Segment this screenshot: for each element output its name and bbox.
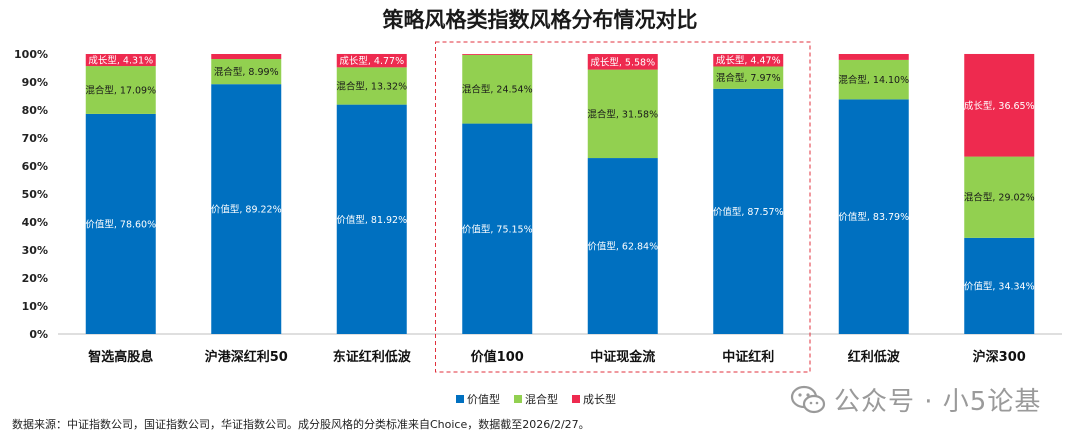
- x-tick-label: 红利低波: [848, 349, 901, 365]
- data-label: 成长型, 4.77%: [339, 55, 404, 67]
- data-label: 价值型, 87.57%: [713, 206, 784, 218]
- y-tick-label: 80%: [22, 104, 48, 117]
- x-tick-label: 智选高股息: [88, 349, 153, 365]
- legend: 价值型 混合型 成长型: [456, 391, 616, 407]
- data-label: 混合型, 31.58%: [587, 108, 658, 120]
- data-label: 成长型, 36.65%: [964, 100, 1035, 112]
- bar-segment-value: [85, 113, 156, 334]
- watermark: 公众号 · 小5论基: [790, 381, 1041, 418]
- x-tick-label: 价值100: [471, 349, 524, 365]
- legend-swatch-blend: [514, 395, 522, 403]
- y-tick-label: 50%: [22, 188, 48, 201]
- bar-segment-value: [336, 104, 407, 335]
- bar-segment-value: [713, 88, 784, 334]
- y-tick-label: 60%: [22, 160, 48, 173]
- y-tick-label: 40%: [22, 216, 48, 229]
- y-tick-label: 20%: [22, 272, 48, 285]
- bar-segment-value: [587, 158, 658, 334]
- data-label: 价值型, 81.92%: [336, 214, 407, 226]
- data-label: 成长型, 4.31%: [88, 55, 153, 67]
- legend-label-growth: 成长型: [583, 393, 616, 406]
- bar-segment-value: [211, 84, 282, 335]
- data-label: 混合型, 17.09%: [85, 84, 156, 96]
- wechat-icon: [790, 385, 826, 413]
- x-tick-label: 沪深300: [973, 349, 1026, 365]
- legend-label-blend: 混合型: [525, 393, 558, 406]
- data-label: 混合型, 13.32%: [336, 80, 407, 92]
- y-tick-label: 30%: [22, 244, 48, 257]
- y-tick-label: 0%: [29, 328, 48, 341]
- x-tick-label: 中证红利: [722, 349, 774, 365]
- bar-segment-blend: [462, 54, 533, 124]
- chart-title: 策略风格类指数风格分布情况对比: [382, 8, 698, 32]
- bar-segment-value: [838, 99, 909, 334]
- legend-item-growth: 成长型: [572, 391, 616, 407]
- data-label: 价值型, 34.34%: [964, 280, 1035, 292]
- bar-segment-value: [964, 237, 1035, 334]
- bar-segment-blend: [587, 69, 658, 159]
- highlight-box: [435, 41, 811, 373]
- data-label: 混合型, 14.10%: [838, 74, 909, 86]
- data-label: 价值型, 78.60%: [85, 218, 156, 230]
- legend-item-value: 价值型: [456, 391, 500, 407]
- x-tick-label: 东证红利低波: [333, 349, 412, 365]
- data-label: 价值型, 83.79%: [838, 211, 909, 223]
- y-tick-label: 100%: [14, 48, 48, 61]
- bar-segment-blend: [838, 59, 909, 100]
- data-label: 成长型, 4.47%: [716, 55, 781, 67]
- bar-segment-growth: [838, 54, 909, 60]
- y-tick-label: 90%: [22, 76, 48, 89]
- bar-segment-blend: [964, 156, 1035, 238]
- legend-swatch-growth: [572, 395, 580, 403]
- bar-segment-blend: [336, 67, 407, 105]
- bar-segment-growth: [587, 54, 658, 70]
- data-label: 混合型, 29.02%: [964, 192, 1035, 204]
- legend-swatch-value: [456, 395, 464, 403]
- bar-segment-growth: [713, 53, 784, 67]
- legend-label-value: 价值型: [467, 393, 500, 406]
- data-label: 价值型, 89.22%: [211, 204, 282, 216]
- bar-segment-blend: [713, 66, 784, 89]
- data-label: 混合型, 7.97%: [716, 72, 781, 84]
- bar-segment-growth: [462, 54, 533, 55]
- x-tick-label: 沪港深红利50: [205, 349, 288, 365]
- bar-segment-growth: [964, 53, 1035, 157]
- legend-item-blend: 混合型: [514, 391, 558, 407]
- y-tick-label: 70%: [22, 132, 48, 145]
- bar-segment-growth: [336, 53, 407, 68]
- data-label: 成长型, 5.58%: [590, 56, 655, 68]
- bar-segment-blend: [211, 59, 282, 85]
- x-tick-label: 中证现金流: [590, 349, 655, 365]
- source-note: 数据来源：中证指数公司，国证指数公司，华证指数公司。成分股风格的分类标准来自Ch…: [12, 418, 590, 431]
- bar-segment-growth: [211, 54, 282, 60]
- bar-segment-value: [462, 123, 533, 334]
- y-tick-label: 10%: [22, 300, 48, 313]
- data-label: 价值型, 75.15%: [462, 223, 533, 235]
- data-label: 混合型, 8.99%: [214, 66, 279, 78]
- watermark-text: 公众号 · 小5论基: [834, 387, 1042, 417]
- data-label: 价值型, 62.84%: [587, 241, 658, 253]
- bar-segment-blend: [85, 66, 156, 114]
- data-label: 混合型, 24.54%: [462, 84, 533, 96]
- bar-segment-growth: [85, 54, 156, 67]
